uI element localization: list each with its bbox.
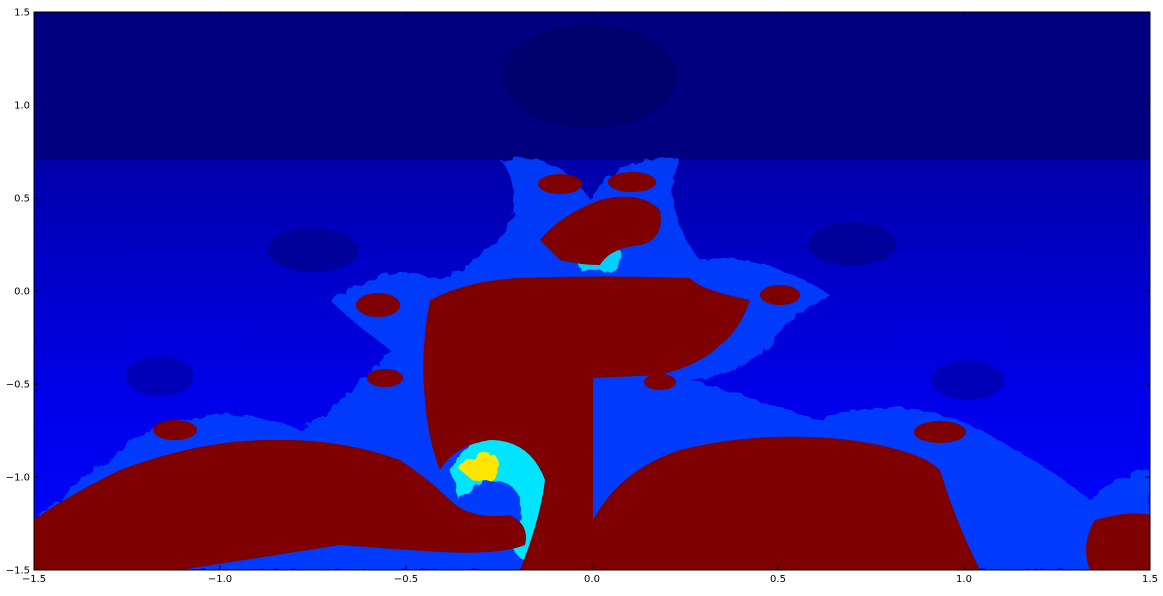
fractal-set [34, 158, 1150, 570]
y-tick-label: 1.0 [14, 101, 30, 112]
x-tick-label: 0.0 [584, 574, 600, 585]
x-tick-label: −1.5 [22, 574, 46, 585]
halo-yellow-left [460, 454, 499, 483]
y-tick-label: −0.5 [6, 380, 30, 391]
dark-blob-mid-left [126, 356, 194, 396]
interior-lower-right-bud [1086, 513, 1150, 570]
plot-area [34, 12, 1150, 570]
interior-right-region [593, 436, 980, 570]
interior-right-bud [760, 285, 800, 305]
interior-mid-right-bud [644, 374, 676, 390]
interior-central-region [423, 276, 750, 570]
interior-top-left-bud [538, 174, 582, 194]
interior-top-right-bud [608, 172, 656, 192]
dark-blob-right [808, 222, 896, 266]
interior-far-right-bud [914, 421, 966, 443]
x-tick-label: 1.5 [1142, 574, 1158, 585]
interior-left-bud [356, 293, 400, 317]
x-axis: −1.5 −1.0 −0.5 0.0 0.5 1.0 1.5 [22, 12, 1158, 585]
x-tick-label: −1.0 [208, 574, 232, 585]
interior-left-region [34, 439, 526, 570]
y-tick-label: −1.0 [6, 473, 30, 484]
interior-mid-left-bud [367, 369, 403, 387]
interior-lower-left-bud [34, 532, 90, 570]
y-axis: 1.5 1.0 0.5 0.0 −0.5 −1.0 −1.5 [6, 8, 1150, 577]
dark-blob-mid-right [932, 360, 1004, 400]
y-tick-label: 0.5 [14, 194, 30, 205]
interior-far-left-bud [153, 420, 197, 440]
y-tick-label: −1.5 [6, 566, 30, 577]
dark-blob-top [502, 24, 678, 128]
dark-blob-left [267, 228, 359, 272]
interior-upper-bulb [540, 196, 661, 265]
x-tick-label: −0.5 [394, 574, 418, 585]
y-tick-label: 0.0 [14, 287, 30, 298]
x-tick-label: 1.0 [956, 574, 972, 585]
x-tick-label: 0.5 [770, 574, 786, 585]
y-tick-label: 1.5 [14, 8, 30, 19]
fractal-interior [34, 172, 1150, 570]
